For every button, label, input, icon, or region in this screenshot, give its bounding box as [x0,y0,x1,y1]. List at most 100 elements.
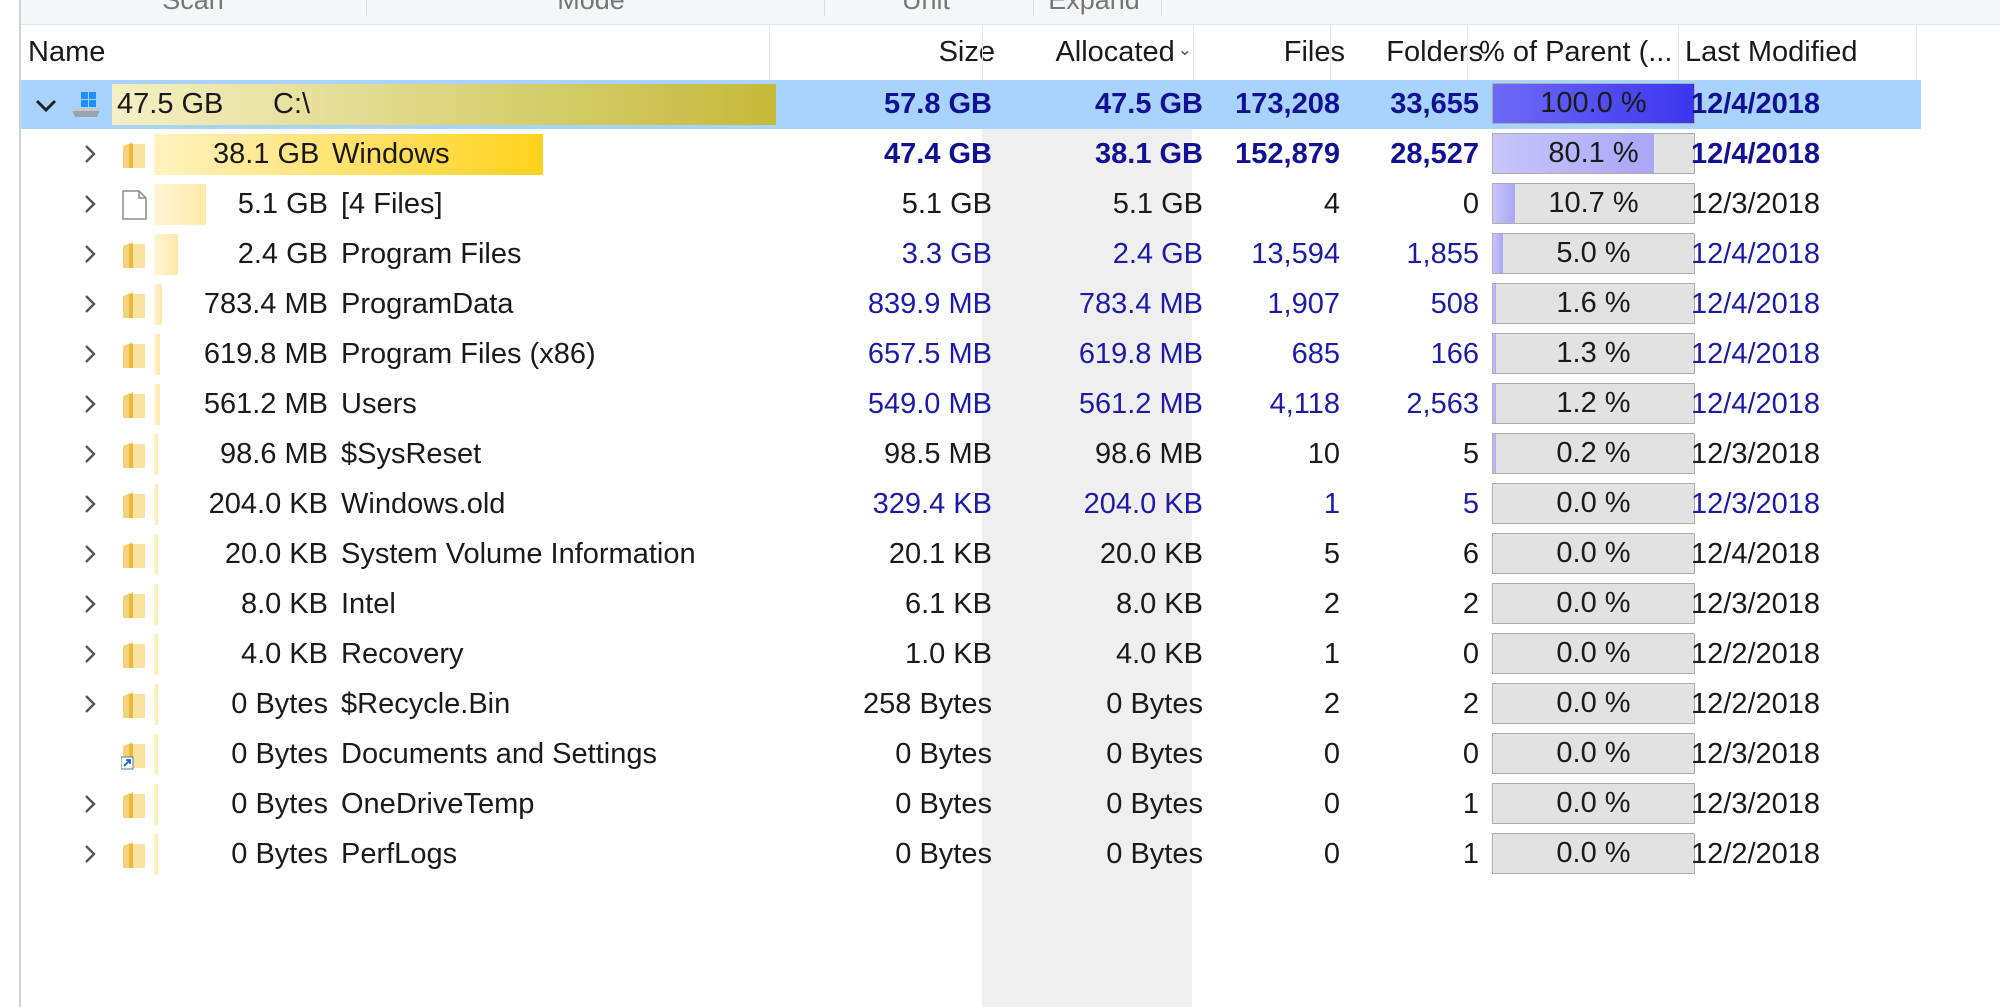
expand-chevron-icon[interactable] [70,480,110,529]
column-header-last-modified[interactable]: Last Modified [1685,36,1858,68]
item-name: $SysReset [341,438,482,470]
item-name: Windows [332,138,450,170]
size-bar [112,84,776,125]
item-name: [4 Files] [341,188,443,220]
tree-row[interactable]: 783.4 MB ProgramData 839.9 MB 783.4 MB 1,907… [21,280,1921,329]
tree-row[interactable]: 561.2 MB Users 549.0 MB 561.2 MB 4,118 2,563 1… [21,380,1921,429]
expand-chevron-icon[interactable] [70,780,110,829]
size-cell: 0 Bytes [895,838,992,870]
percent-of-parent-bar: 0.0 % [1492,683,1695,724]
last-modified-cell: 12/4/2018 [1691,288,1821,320]
expand-chevron-icon[interactable] [70,630,110,679]
column-divider[interactable] [982,24,983,80]
column-divider[interactable] [1330,24,1331,80]
percent-fill [1493,434,1496,473]
expand-chevron-icon[interactable] [70,680,110,729]
percent-of-parent-bar: 0.0 % [1492,633,1695,674]
last-modified-cell: 12/3/2018 [1691,488,1821,520]
size-cell: 657.5 MB [867,338,992,370]
size-bar [154,784,158,825]
allocated-cell: 0 Bytes [1106,688,1203,720]
tree-row[interactable]: 38.1 GB Windows 47.4 GB 38.1 GB 152,879 28,52… [21,130,1921,179]
folders-cell: 2,563 [1406,388,1479,420]
last-modified-cell: 12/3/2018 [1691,588,1821,620]
tree-row[interactable]: 619.8 MB Program Files (x86) 657.5 MB 619.8… [21,330,1921,379]
column-header-name[interactable]: Name [28,36,106,68]
folder-icon [121,840,151,870]
collapse-chevron-icon[interactable] [26,80,66,129]
expand-chevron-icon[interactable] [70,130,110,179]
shortcut-folder-icon [120,740,151,770]
percent-label: 1.2 % [1556,387,1631,419]
tree-row[interactable]: 0 Bytes OneDriveTemp 0 Bytes 0 Bytes 0 1 0.0 %… [21,780,1921,829]
item-name: System Volume Information [341,538,696,570]
size-cell: 5.1 GB [901,188,992,220]
column-header-size[interactable]: Size [938,36,995,68]
percent-of-parent-bar: 0.2 % [1492,433,1695,474]
tree-row[interactable]: 2.4 GB Program Files 3.3 GB 2.4 GB 13,594 1,8… [21,230,1921,279]
column-divider[interactable] [1678,24,1679,80]
column-divider[interactable] [1467,24,1468,80]
expand-chevron-icon[interactable] [70,280,110,329]
tree-row[interactable]: 8.0 KB Intel 6.1 KB 8.0 KB 2 2 0.0 % 12/3/2018 [21,580,1921,629]
folders-cell: 33,655 [1390,88,1479,120]
column-divider[interactable] [1916,24,1917,80]
folders-cell: 6 [1462,538,1479,570]
allocated-cell: 5.1 GB [1112,188,1203,220]
tree-row[interactable]: 0 Bytes Documents and Settings 0 Bytes 0 By… [21,730,1921,779]
size-bar [154,184,206,225]
tree-row[interactable]: 0 Bytes PerfLogs 0 Bytes 0 Bytes 0 1 0.0 % 12/2… [21,830,1921,879]
window-left-border [19,0,21,1007]
folders-cell: 166 [1430,338,1479,370]
folders-cell: 0 [1462,738,1479,770]
percent-of-parent-bar: 0.0 % [1492,583,1695,624]
expand-chevron-icon[interactable] [70,830,110,879]
tree-row[interactable]: 4.0 KB Recovery 1.0 KB 4.0 KB 1 0 0.0 % 12/2/20… [21,630,1921,679]
column-header-allocated[interactable]: Allocated ⌄ [985,24,1192,80]
percent-of-parent-bar: 0.0 % [1492,483,1695,524]
expand-chevron-icon[interactable] [70,380,110,429]
item-name: OneDriveTemp [341,788,535,820]
ribbon-separator [824,0,825,16]
allocated-cell: 8.0 KB [1115,588,1203,620]
percent-fill [1493,334,1496,373]
last-modified-cell: 12/3/2018 [1691,788,1821,820]
last-modified-cell: 12/2/2018 [1691,688,1821,720]
tree-row[interactable]: 204.0 KB Windows.old 329.4 KB 204.0 KB 1 5 0.0… [21,480,1921,529]
size-cell: 20.1 KB [888,538,992,570]
expand-chevron-icon[interactable] [70,530,110,579]
column-divider[interactable] [1193,24,1194,80]
column-header-files[interactable]: Files [1283,36,1345,68]
tree-row[interactable]: 0 Bytes $Recycle.Bin 258 Bytes 0 Bytes 2 2 0.0… [21,680,1921,729]
expand-chevron-icon[interactable] [70,180,110,229]
expand-chevron-icon[interactable] [70,330,110,379]
files-cell: 173,208 [1235,88,1340,120]
tree-row[interactable]: 47.5 GB C:\ 57.8 GB 47.5 GB 173,208 33,655 100… [21,80,1921,129]
files-cell: 1,907 [1267,288,1340,320]
last-modified-cell: 12/2/2018 [1691,638,1821,670]
column-divider[interactable] [769,24,770,80]
last-modified-cell: 12/4/2018 [1691,88,1821,120]
tree-row[interactable]: 20.0 KB System Volume Information 20.1 KB 2… [21,530,1921,579]
folder-icon [121,540,151,570]
files-cell: 0 [1323,788,1340,820]
tree-row[interactable]: 98.6 MB $SysReset 98.5 MB 98.6 MB 10 5 0.2 % 12… [21,430,1921,479]
size-label: 204.0 KB [208,488,328,520]
percent-of-parent-bar: 1.2 % [1492,383,1695,424]
size-label: 783.4 MB [203,288,328,320]
expand-chevron-icon[interactable] [70,580,110,629]
percent-fill [1493,84,1694,123]
percent-label: 5.0 % [1556,237,1631,269]
allocated-cell: 204.0 KB [1083,488,1203,520]
folders-cell: 5 [1462,438,1479,470]
expand-chevron-icon[interactable] [70,430,110,479]
size-label: 20.0 KB [224,538,328,570]
files-cell: 1 [1323,638,1340,670]
expand-chevron-icon[interactable] [70,230,110,279]
column-header-folders[interactable]: Folders [1386,36,1483,68]
tree-row[interactable]: 5.1 GB [4 Files] 5.1 GB 5.1 GB 4 0 10.7 % 12/3/… [21,180,1921,229]
size-label: 4.0 KB [240,638,328,670]
drive-icon [69,90,100,120]
size-cell: 549.0 MB [867,388,992,420]
column-header-percent-of-parent[interactable]: % of Parent (... [1479,36,1673,68]
